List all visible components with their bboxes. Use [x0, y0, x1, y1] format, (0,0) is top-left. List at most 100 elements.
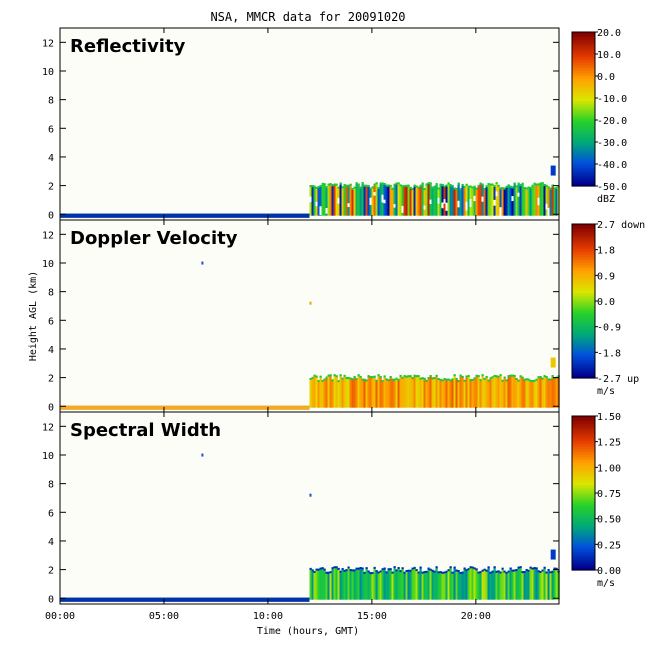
cloud-gap — [493, 199, 496, 206]
colorbar-swatch — [572, 85, 595, 90]
cloud-top-edge — [503, 570, 506, 573]
cloud-top-edge — [427, 377, 430, 380]
cloud-top-edge — [429, 182, 432, 185]
cloud-top-edge — [325, 571, 328, 574]
colorbar-swatch — [572, 96, 595, 100]
cloud-column — [419, 377, 422, 408]
colorbar-swatch — [572, 183, 595, 187]
cloud-column — [459, 188, 462, 216]
cloud-column — [533, 379, 536, 408]
cloud-top-edge — [401, 376, 404, 379]
cloud-column — [405, 570, 408, 600]
cloud-top-edge — [379, 376, 382, 379]
cloud-column — [487, 183, 490, 216]
cloud-column — [523, 187, 526, 216]
cloud-top-edge — [399, 570, 402, 573]
colorbar-swatch — [572, 526, 595, 530]
y-tick-label: 8 — [48, 480, 54, 491]
cloud-top-edge — [531, 184, 534, 187]
cloud-column — [393, 183, 396, 216]
cloud-column — [501, 567, 504, 600]
cloud-top-edge — [397, 567, 400, 570]
cloud-top-edge — [419, 184, 422, 187]
cloud-top-edge — [461, 184, 464, 187]
cloud-top-edge — [327, 571, 330, 574]
isolated-echo — [550, 357, 556, 368]
colorbar-swatch — [572, 224, 595, 228]
cloud-column — [505, 571, 508, 600]
colorbar-swatch — [572, 433, 595, 438]
cloud-top-edge — [555, 567, 558, 570]
cloud-top-edge — [383, 375, 386, 378]
cloud-top-edge — [427, 182, 430, 185]
cloud-top-edge — [425, 570, 428, 573]
cloud-top-edge — [405, 184, 408, 187]
cloud-column — [407, 375, 410, 408]
y-tick-label: 6 — [48, 508, 54, 519]
cloud-top-edge — [481, 183, 484, 186]
y-tick-label: 6 — [48, 316, 54, 327]
colorbar-swatch — [572, 536, 595, 540]
cloud-column — [525, 378, 528, 408]
cloud-column — [323, 568, 326, 600]
cloud-column — [453, 187, 456, 216]
cloud-column — [491, 376, 494, 408]
cloud-column — [519, 375, 522, 408]
cloud-column — [377, 571, 380, 600]
colorbar-swatch — [572, 457, 595, 461]
colorbar-swatch — [572, 106, 595, 110]
cloud-column — [459, 572, 462, 600]
colorbar-swatch — [572, 554, 595, 558]
cloud-top-edge — [439, 183, 442, 186]
cloud-column — [541, 377, 544, 408]
cloud-top-edge — [513, 569, 516, 572]
cloud-column — [421, 182, 424, 216]
cloud-top-edge — [327, 374, 330, 377]
colorbar-swatch — [572, 152, 595, 156]
cloud-top-edge — [317, 380, 320, 382]
colorbar-swatch — [572, 67, 595, 72]
cloud-column — [397, 378, 400, 408]
cloud-column — [479, 379, 482, 408]
cloud-top-edge — [403, 571, 406, 574]
cloud-top-edge — [341, 377, 344, 380]
cloud-column — [347, 566, 350, 600]
cloud-top-edge — [477, 571, 480, 574]
cloud-top-edge — [519, 375, 522, 378]
cloud-top-edge — [511, 374, 514, 377]
cloud-top-edge — [553, 187, 556, 190]
cloud-column — [417, 375, 420, 408]
colorbar-swatch — [572, 306, 595, 310]
cloud-column — [377, 374, 380, 408]
cloud-column — [455, 187, 458, 216]
colorbar-swatch — [572, 293, 595, 297]
cloud-column — [321, 182, 324, 216]
y-tick-label: 2 — [48, 374, 54, 385]
colorbar-tick-label: -50.0 — [597, 182, 627, 193]
cloud-top-edge — [493, 185, 496, 188]
cloud-top-edge — [433, 377, 436, 380]
cloud-column — [313, 570, 316, 600]
cloud-top-edge — [409, 375, 412, 378]
cloud-column — [373, 375, 376, 408]
cloud-column — [489, 377, 492, 408]
colorbar-swatch — [572, 290, 595, 294]
cloud-column — [405, 184, 408, 216]
cloud-top-edge — [543, 566, 546, 569]
colorbar-tick-label: 1.8 — [597, 246, 615, 257]
cloud-column — [351, 569, 354, 600]
cloud-column — [489, 183, 492, 216]
cloud-column — [461, 375, 464, 408]
colorbar-swatch — [572, 144, 595, 149]
colorbar-swatch — [572, 165, 595, 169]
colorbar-swatch — [572, 528, 595, 533]
colorbar-swatch — [572, 334, 595, 338]
cloud-top-edge — [453, 187, 456, 190]
colorbar-swatch — [572, 431, 595, 435]
cloud-top-edge — [489, 377, 492, 380]
cloud-column — [457, 380, 460, 408]
cloud-top-edge — [469, 379, 472, 382]
cloud-top-edge — [313, 374, 316, 377]
